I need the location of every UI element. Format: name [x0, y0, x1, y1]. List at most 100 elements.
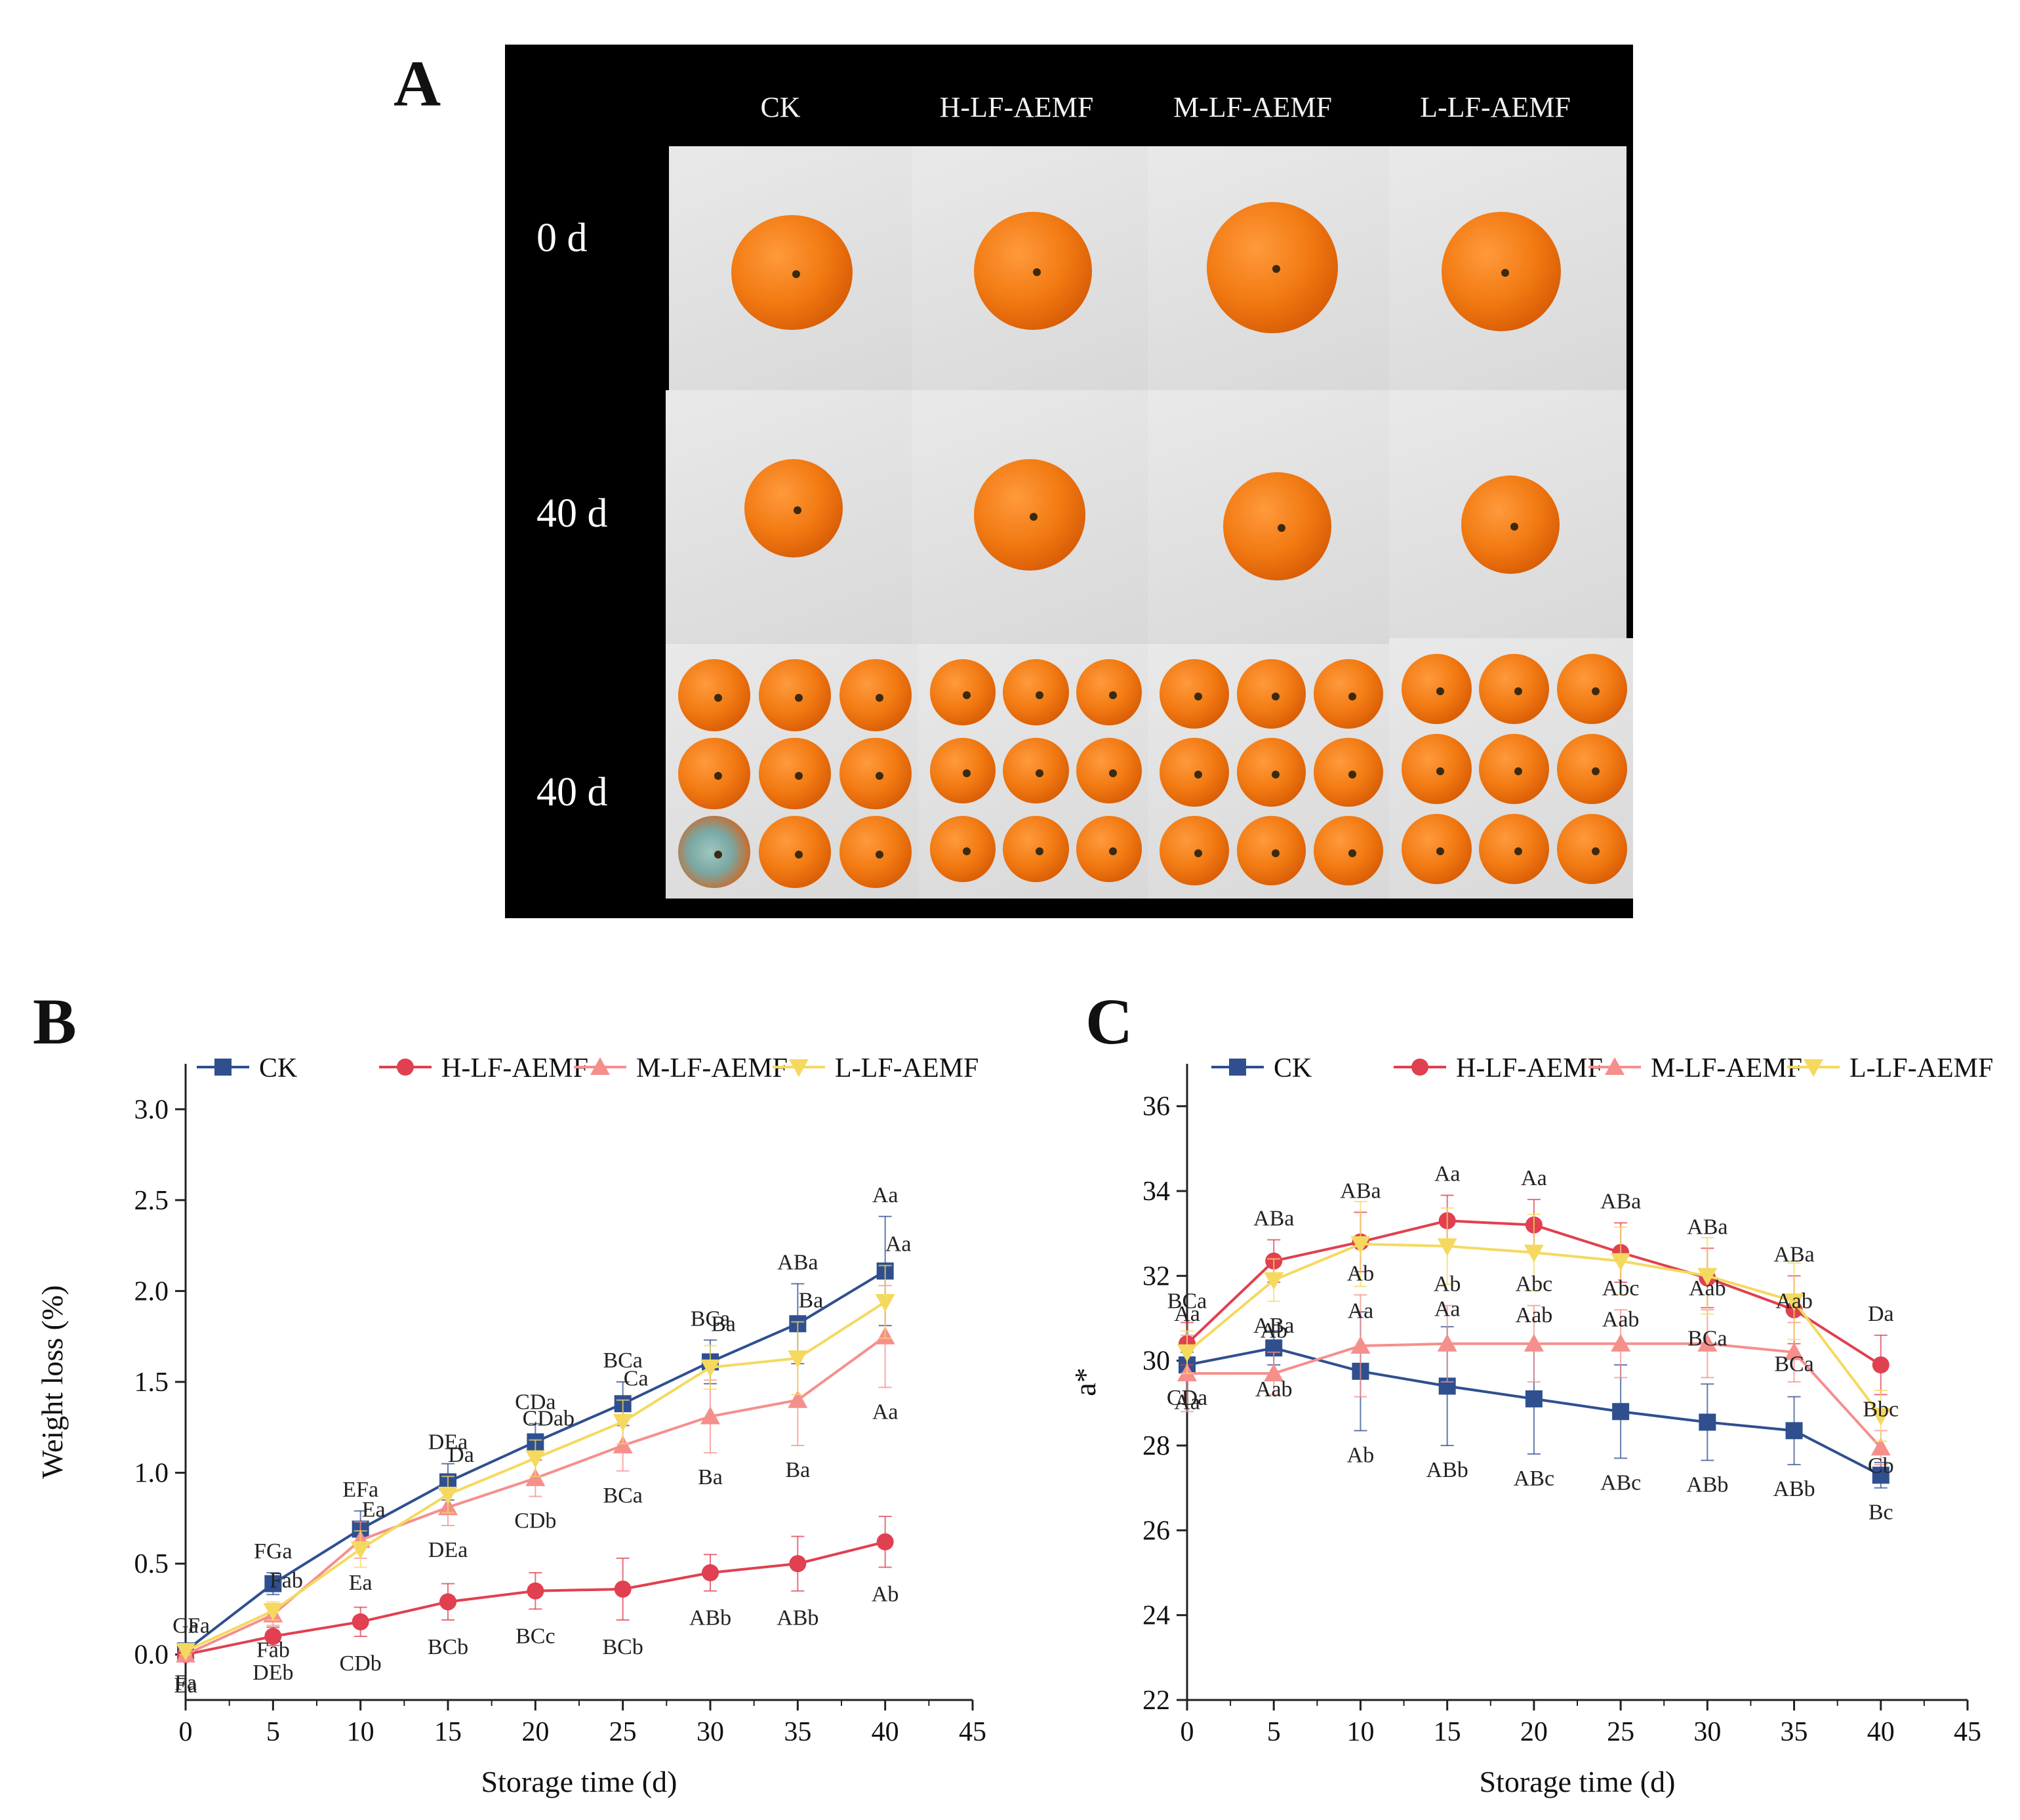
legend-label: L-LF-AEMF — [835, 1053, 979, 1083]
data-point — [264, 1628, 282, 1645]
data-point — [1697, 1333, 1718, 1352]
data-annotation: Ab — [1347, 1261, 1375, 1285]
orange-fruit — [1401, 733, 1472, 804]
legend-label: M-LF-AEMF — [636, 1053, 788, 1083]
legend-label: CK — [1274, 1053, 1312, 1083]
x-tick-label: 30 — [697, 1717, 724, 1747]
data-annotation: Aa — [872, 1400, 899, 1424]
data-annotation: ABb — [1426, 1458, 1468, 1482]
photo-ck-40d-group — [666, 644, 918, 899]
data-annotation: BCc — [515, 1624, 555, 1648]
data-annotation: Ba — [785, 1458, 810, 1482]
legend-marker — [1411, 1059, 1428, 1076]
data-point — [875, 1294, 895, 1312]
photo-ck-40d — [666, 390, 912, 644]
orange-fruit — [1461, 475, 1560, 574]
data-annotation: ABb — [777, 1606, 818, 1630]
x-tick-label: 45 — [1954, 1717, 1981, 1747]
data-point — [1872, 1466, 1889, 1484]
y-tick-label: 0.5 — [134, 1549, 169, 1579]
data-annotation: CDab — [523, 1407, 575, 1431]
legend-label: CK — [259, 1053, 297, 1083]
y-tick-label: 22 — [1142, 1686, 1170, 1716]
orange-fruit — [1160, 737, 1230, 807]
orange-fruit — [1236, 816, 1306, 885]
legend-marker — [1605, 1057, 1625, 1075]
data-annotation: Aa — [1434, 1297, 1461, 1321]
panel-label-a: A — [394, 47, 441, 120]
y-tick-label: 2.0 — [134, 1276, 169, 1306]
data-annotation: Abc — [1602, 1276, 1640, 1301]
orange-fruit — [1003, 659, 1069, 725]
orange-fruit — [678, 659, 751, 732]
panel-label-c: C — [1085, 985, 1133, 1058]
data-point — [1699, 1413, 1716, 1431]
orange-fruit — [1160, 816, 1230, 885]
orange-fruit — [731, 215, 853, 330]
photo-l-40d — [1389, 390, 1626, 644]
data-point — [789, 1555, 807, 1573]
x-tick-label: 15 — [434, 1717, 462, 1747]
data-point — [1525, 1390, 1543, 1407]
data-annotation: Aa — [885, 1232, 912, 1257]
data-annotation: Da — [1868, 1302, 1894, 1326]
row-label-0d: 0 d — [536, 216, 588, 260]
column-label-l: L-LF-AEMF — [1420, 91, 1571, 123]
data-annotation: DEa — [428, 1430, 468, 1455]
data-annotation: DEa — [428, 1538, 468, 1562]
legend-label: L-LF-AEMF — [1849, 1053, 1993, 1083]
data-annotation: BCa — [1774, 1352, 1813, 1376]
data-point — [788, 1390, 808, 1408]
data-point — [350, 1541, 371, 1559]
data-point — [352, 1613, 369, 1630]
color-a-star-chart: 0 5 10 15 20 25 30 35 40 45 22 24 26 28 30 32 34 36 Storag… — [1068, 1053, 1993, 1798]
data-point — [613, 1413, 633, 1432]
data-point — [1524, 1244, 1544, 1263]
data-annotation: BCa — [1687, 1327, 1727, 1351]
data-annotation: Aa — [1174, 1302, 1200, 1326]
orange-fruit — [929, 816, 996, 882]
photo-h-40d — [912, 390, 1148, 644]
data-annotation: Fa — [188, 1614, 210, 1638]
data-point — [1437, 1333, 1457, 1352]
data-point — [525, 1468, 546, 1486]
row-label-40d-group: 40 d — [536, 770, 608, 815]
x-tick-label: 40 — [1867, 1717, 1895, 1747]
data-point — [1784, 1342, 1804, 1360]
data-point — [438, 1486, 458, 1505]
data-annotation: Ea — [174, 1673, 197, 1697]
data-point — [1524, 1333, 1544, 1352]
orange-fruit — [1314, 816, 1383, 885]
data-annotation: BCa — [691, 1306, 730, 1331]
x-tick-label: 0 — [1181, 1717, 1194, 1747]
photo-panel: CK H-LF-AEMF M-LF-AEMF L-LF-AEMF 0 d 40 … — [505, 45, 1633, 918]
data-point — [439, 1593, 456, 1611]
data-point — [700, 1359, 720, 1377]
photo-m-0d — [1148, 146, 1389, 390]
data-annotation: Ba — [698, 1465, 723, 1489]
data-annotation: Aab — [1516, 1303, 1553, 1327]
weight-loss-chart: 0 5 10 15 20 25 30 35 40 45 0.0 0.5 1.0 1.5 2.0 2.5 3.0 S… — [35, 1053, 986, 1798]
x-tick-label: 45 — [959, 1717, 986, 1747]
x-tick-label: 35 — [784, 1717, 811, 1747]
data-annotation: BCa — [603, 1348, 642, 1373]
data-annotation: Ba — [711, 1312, 736, 1337]
orange-fruit — [1207, 202, 1338, 333]
y-tick-label: 1.5 — [134, 1367, 169, 1398]
data-point — [614, 1580, 632, 1598]
data-annotation: Ga — [172, 1614, 199, 1638]
data-annotation: CDb — [340, 1651, 382, 1676]
y-tick-label: 1.0 — [134, 1459, 169, 1489]
orange-fruit — [1003, 816, 1069, 882]
data-annotation: Ab — [1347, 1443, 1375, 1467]
data-annotation: Ea — [349, 1571, 373, 1595]
orange-fruit — [1556, 814, 1627, 885]
data-annotation: ABa — [1773, 1242, 1814, 1266]
x-axis-label: Storage time (d) — [1480, 1765, 1676, 1798]
data-point — [1697, 1268, 1718, 1286]
data-annotation: ABb — [689, 1606, 731, 1630]
data-annotation: BCa — [1167, 1289, 1207, 1313]
y-tick-label: 32 — [1142, 1261, 1170, 1291]
y-tick-label: 2.5 — [134, 1186, 169, 1216]
y-tick-label: 24 — [1142, 1601, 1170, 1631]
